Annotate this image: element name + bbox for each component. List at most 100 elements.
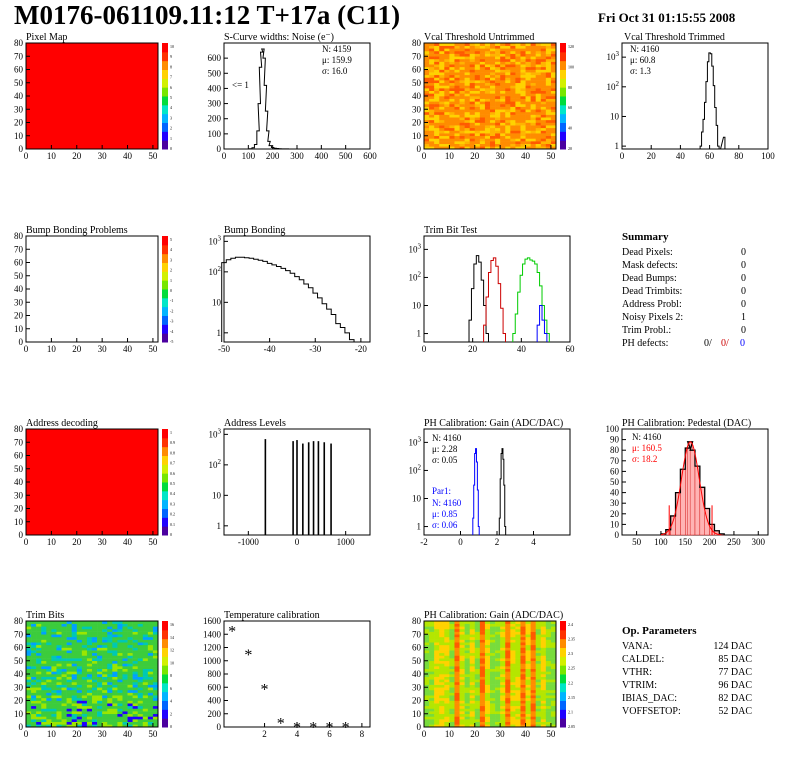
heatmap-cell — [46, 695, 52, 699]
heatmap-cell — [500, 663, 506, 667]
heatmap-cell — [550, 82, 557, 86]
heatmap-cell — [505, 719, 511, 722]
palette-swatch — [560, 78, 566, 88]
heatmap-cell — [56, 631, 62, 635]
heatmap-cell — [46, 708, 52, 712]
heatmap-cell — [61, 639, 67, 643]
heatmap-cell — [545, 48, 552, 52]
heatmap-cell — [464, 636, 470, 640]
heatmap-cell — [535, 111, 542, 115]
heatmap-cell — [429, 114, 435, 118]
heatmap-cell — [86, 679, 93, 683]
heatmap-cell — [474, 644, 481, 648]
heatmap-cell — [490, 626, 496, 630]
heatmap-cell — [71, 711, 78, 715]
heatmap-cell — [464, 103, 470, 107]
heatmap-cell — [56, 666, 62, 669]
temperature-point: * — [261, 682, 269, 699]
heatmap-cell — [479, 644, 486, 648]
heatmap-cell — [540, 119, 547, 123]
heatmap-cell — [132, 719, 138, 722]
x-tick-label: 60 — [566, 344, 576, 354]
heatmap-cell — [490, 681, 496, 685]
heatmap-cell — [51, 676, 57, 680]
heatmap-cell — [454, 106, 460, 110]
heatmap-cell — [490, 634, 496, 638]
heatmap-cell — [515, 64, 521, 68]
heatmap-cell — [439, 647, 445, 651]
heatmap-cell — [454, 628, 460, 632]
heatmap-cell — [510, 146, 516, 150]
y-tick-label: 600 — [208, 53, 222, 63]
heatmap-cell — [434, 45, 440, 49]
heatmap-cell — [434, 721, 440, 725]
heatmap-cell — [81, 705, 88, 709]
heatmap-cell — [439, 106, 445, 110]
heatmap-cell — [540, 135, 547, 139]
heatmap-cell — [449, 652, 455, 656]
heatmap-cell — [46, 671, 52, 675]
heatmap-cell — [535, 106, 542, 110]
heatmap-cell — [469, 106, 476, 110]
heatmap-cell — [540, 695, 547, 699]
heatmap-cell — [495, 43, 501, 46]
heatmap-cell — [459, 636, 465, 640]
heatmap-cell — [434, 48, 440, 52]
x-tick-label: 50 — [148, 537, 158, 547]
heatmap-cell — [137, 719, 144, 722]
heatmap-cell — [535, 713, 542, 717]
heatmap-cell — [520, 146, 526, 150]
heatmap-cell — [137, 652, 144, 656]
heatmap-cell — [31, 634, 37, 638]
heatmap-cell — [479, 697, 486, 701]
palette-label: -4 — [170, 329, 173, 334]
heatmap-cell — [495, 117, 501, 121]
heatmap-cell — [464, 90, 470, 94]
heatmap-cell — [424, 50, 430, 54]
heatmap-cell — [449, 634, 455, 638]
heatmap-cell — [515, 700, 521, 704]
heatmap-cell — [41, 650, 47, 654]
heatmap-cell — [479, 658, 486, 662]
heatmap-cell — [469, 88, 476, 91]
heatmap-cell — [424, 636, 430, 640]
heatmap-cell — [535, 621, 542, 624]
heatmap-cell — [520, 69, 526, 73]
heatmap-cell — [434, 724, 440, 728]
heatmap-cell — [464, 639, 470, 643]
heatmap-cell — [429, 676, 435, 680]
heatmap-cell — [490, 43, 496, 46]
heatmap-cell — [474, 119, 481, 123]
heatmap-cell — [152, 700, 159, 704]
heatmap-cell — [495, 96, 501, 99]
heatmap-cell — [97, 671, 103, 675]
heatmap-cell — [464, 695, 470, 699]
heatmap-cell — [505, 133, 511, 137]
heatmap-cell — [505, 684, 511, 688]
heatmap-cell — [147, 623, 154, 627]
heatmap-cell — [449, 111, 455, 115]
heatmap-cell — [86, 631, 93, 635]
heatmap-cell — [76, 660, 83, 664]
heatmap-cell — [545, 639, 552, 643]
heatmap-cell — [479, 80, 486, 84]
heatmap-cell — [86, 689, 93, 693]
op-param-value-1: 85 DAC — [718, 654, 752, 665]
heatmap-cell — [505, 141, 511, 144]
palette-swatch — [162, 455, 168, 465]
heatmap-cell — [469, 631, 476, 635]
heatmap-cell — [550, 45, 557, 49]
heatmap-cell — [500, 58, 506, 62]
heatmap-cell — [490, 647, 496, 651]
heatmap-cell — [132, 679, 138, 683]
heatmap-cell — [429, 634, 435, 638]
heatmap-cell — [510, 642, 516, 646]
heatmap-cell — [545, 45, 552, 49]
heatmap-cell — [76, 692, 83, 696]
palette-label: 0 — [170, 532, 172, 537]
heatmap-cell — [525, 687, 531, 691]
heatmap-cell — [550, 687, 557, 691]
y-tick-label: 1600 — [203, 616, 222, 626]
